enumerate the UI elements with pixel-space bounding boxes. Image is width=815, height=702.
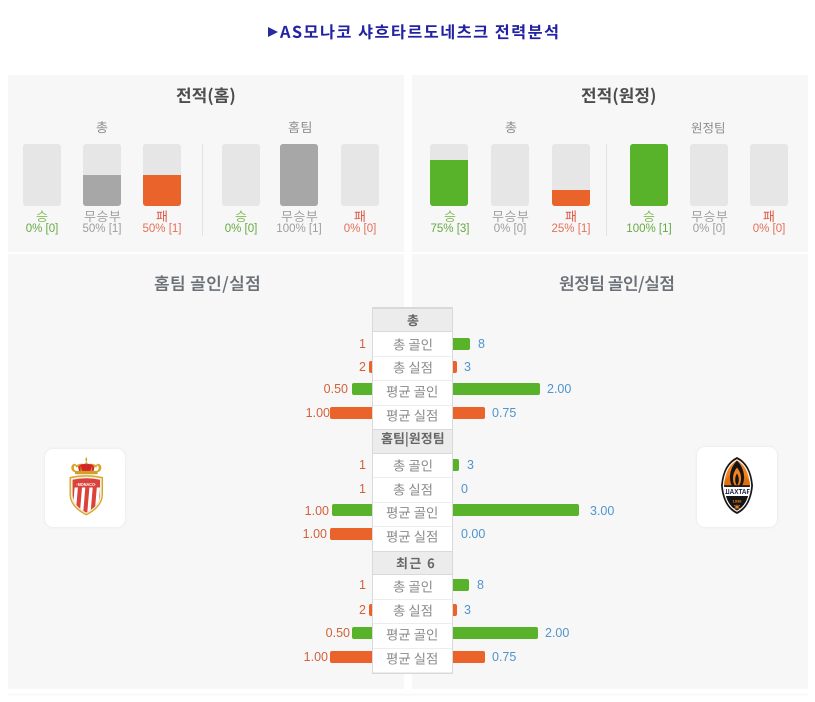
svg-text:1936: 1936 bbox=[733, 499, 743, 504]
svg-text:ШАХТАР: ШАХТАР bbox=[723, 489, 751, 496]
svg-text:·MONACO·: ·MONACO· bbox=[76, 481, 96, 487]
